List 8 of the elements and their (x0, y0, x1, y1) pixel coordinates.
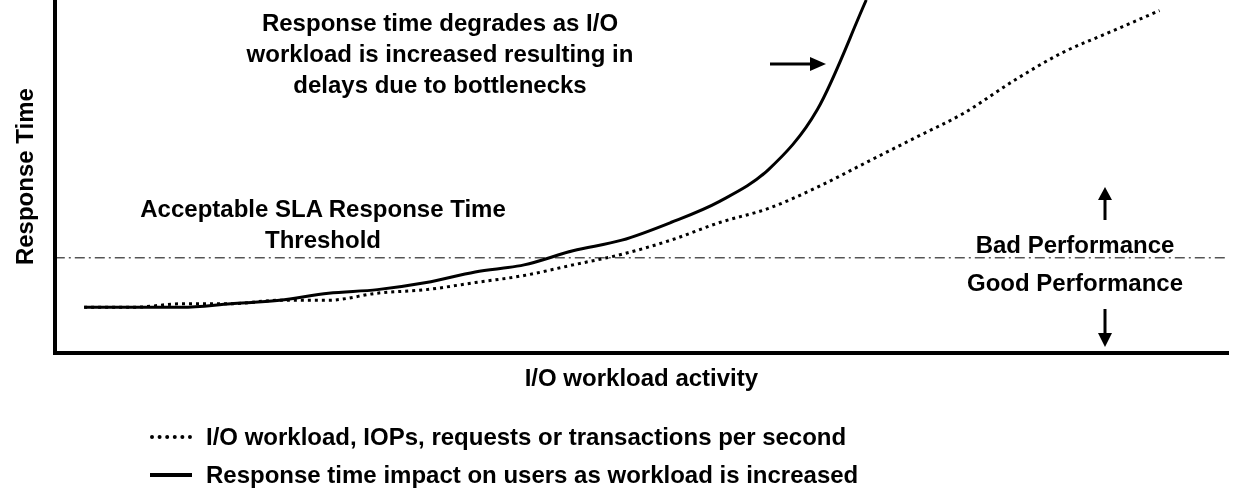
legend-label: I/O workload, IOPs, requests or transactions per second (206, 423, 847, 451)
x-axis-title: I/O workload activity (524, 364, 759, 392)
annotation: Bad Performance (975, 230, 1175, 258)
ref-line-label: Acceptable SLA Response Time Threshold (140, 195, 506, 254)
legend-label: Response time impact on users as workload is increased (206, 461, 859, 489)
y-axis-title: Response Time (11, 88, 39, 266)
annotation: Response time degrades as I/O workload is increased resulting in delays due to bottlenecks (245, 8, 634, 98)
annotation: Good Performance (966, 268, 1184, 296)
